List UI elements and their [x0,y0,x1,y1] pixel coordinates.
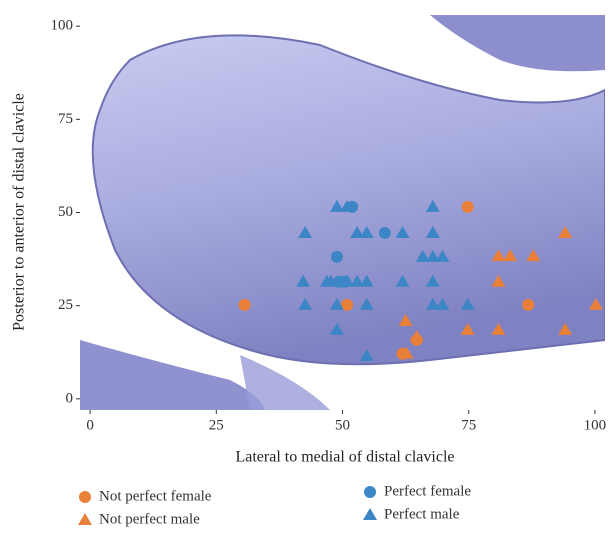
legend-label: Perfect female [384,483,471,499]
x-tick-label: 0 [86,417,94,433]
y-axis-label: Posterior to anterior of distal clavicle [11,93,28,331]
y-tick-label: 100 [51,18,74,34]
y-tick-label: 50 [58,204,73,220]
y-tick-label: 0 [66,390,74,406]
legend-marker [78,513,92,525]
x-tick-label: 50 [335,417,350,433]
chart: Lateral to medial of distal clavicle Pos… [0,0,611,535]
legend-marker [363,508,377,520]
point [331,251,343,263]
x-tick-label: 25 [209,417,224,433]
y-tick-label: 75 [58,111,73,127]
point [239,299,251,311]
legend-label: Not perfect female [99,488,212,504]
x-tick-label: 75 [461,417,476,433]
point [462,201,474,213]
legend-label: Not perfect male [99,511,200,527]
legend-marker [364,486,376,498]
x-axis-label: Lateral to medial of distal clavicle [235,449,454,466]
background-image [80,15,605,410]
y-tick-label: 25 [58,297,73,313]
x-tick-label: 100 [584,417,607,433]
point [522,299,534,311]
legend-marker [79,491,91,503]
point [379,227,391,239]
legend-label: Perfect male [384,506,460,522]
